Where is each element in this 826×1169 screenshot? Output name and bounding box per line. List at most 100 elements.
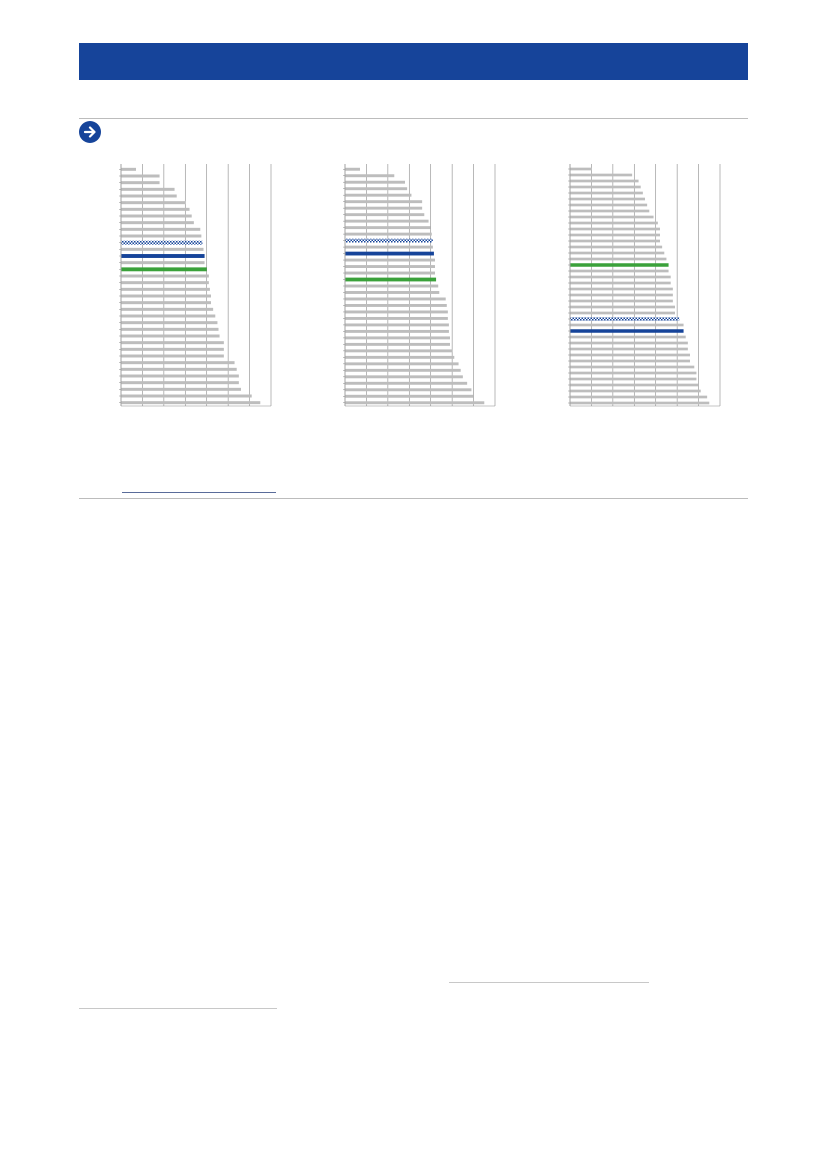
bar-highlight-green [345,277,437,282]
bar [570,251,665,255]
bar [570,359,690,363]
note-underline [122,492,276,493]
section-divider [79,498,748,499]
bar [345,342,450,346]
bar [345,232,432,236]
bar [570,305,675,309]
bar [345,310,448,314]
bar [570,383,699,387]
bar [121,261,205,265]
bar [570,365,695,369]
bar [121,174,160,178]
bar [570,377,697,381]
bar [570,227,660,231]
bar [121,214,192,218]
bar [345,362,459,366]
bar [121,167,136,171]
bar [121,227,201,231]
bar [570,221,658,225]
bar [345,167,360,171]
bar [121,334,220,338]
bar [345,401,485,405]
bar [121,281,209,285]
bar [570,323,684,327]
bar-highlight-hatched [345,238,433,243]
bar [121,294,211,298]
bar [570,389,701,393]
bar [570,173,633,177]
bar [121,381,239,385]
bar [345,291,440,294]
bar [121,287,210,291]
bar [570,341,688,345]
bar [570,191,643,195]
bar [345,355,455,359]
bar [570,257,667,261]
bar-chart-1 [116,160,276,410]
bar-chart-3 [565,160,725,410]
chart-svg [568,164,721,407]
bar [345,368,461,372]
bar [345,180,405,184]
bar [345,329,449,333]
bar [345,187,408,191]
bar [570,335,686,339]
bar-highlight-hatched [121,240,203,245]
bar [345,245,433,249]
bar [570,353,690,357]
bar [345,284,439,288]
header-bar [79,43,748,80]
bar [345,323,449,327]
bar [121,321,218,325]
bar [570,281,671,285]
bar [570,269,669,273]
bar [121,401,261,405]
bar [345,193,412,197]
bar [570,347,688,351]
bar-highlight-green [121,267,207,272]
bar [121,341,224,345]
bar [121,234,202,238]
bar [121,187,175,191]
bar-highlight-blue [570,329,684,333]
footnote-rule [79,1008,277,1009]
bar [121,274,209,278]
chart-svg [343,164,496,407]
bar [121,314,216,318]
bar [345,336,450,340]
bar [345,271,435,275]
bar [570,185,641,189]
bar [121,301,211,305]
bar [345,226,431,230]
bar-highlight-green [570,263,669,267]
arrow-right-circle-icon [79,121,101,143]
bar [570,179,639,183]
bar [570,371,697,375]
bar [121,347,224,351]
bar [121,207,190,211]
bar [345,265,435,268]
bar [345,304,447,307]
bar [121,194,177,198]
bar [121,201,186,205]
bar [345,200,423,204]
bar [121,387,241,391]
bar [570,275,671,279]
bar [345,381,468,385]
bar-highlight-blue [121,254,205,258]
bar [121,247,204,251]
bar [570,245,663,249]
bar [121,327,219,331]
bar [121,221,194,225]
bar [121,181,160,185]
bar [345,219,429,223]
bar [570,293,673,297]
bar [345,213,425,217]
bar [345,174,395,178]
link-underline [449,982,649,983]
bar-highlight-hatched [570,317,680,321]
bar [345,349,453,353]
bar-chart-2 [340,160,500,410]
bar [570,197,645,201]
bar [121,374,239,378]
